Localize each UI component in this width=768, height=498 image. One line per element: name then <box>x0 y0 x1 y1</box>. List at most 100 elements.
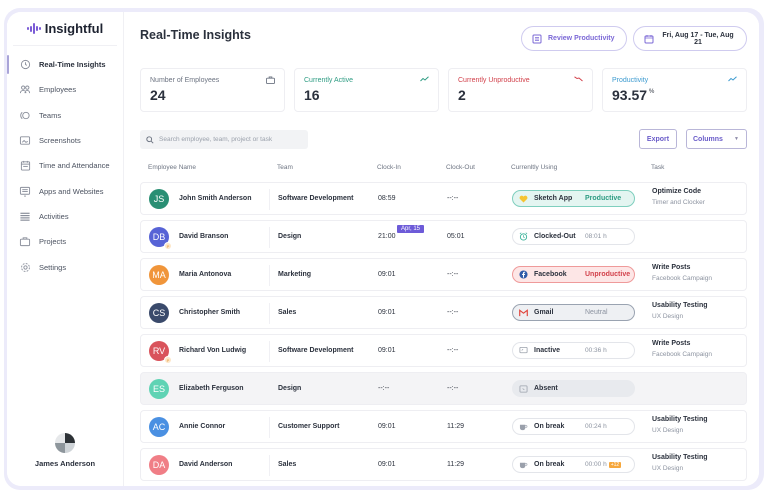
clock-in-cell: 08:59 <box>378 195 396 202</box>
avatar: DB P <box>149 227 172 250</box>
column-header-clock-out[interactable]: Clock-Out <box>446 164 475 171</box>
clock-in-cell: 21:00 <box>378 233 396 240</box>
status-name: On break <box>534 423 565 430</box>
employee-name[interactable]: Annie Connor <box>179 423 226 430</box>
avatar-badge: P <box>164 242 172 250</box>
column-header-team[interactable]: Team <box>277 164 293 171</box>
sidebar-item-teams[interactable]: Teams <box>7 103 123 128</box>
task-title: Usability Testing <box>652 416 708 423</box>
sidebar-item-projects[interactable]: Projects <box>7 229 123 254</box>
employee-name[interactable]: David Branson <box>179 233 229 240</box>
status-pill[interactable]: Absent <box>512 380 635 397</box>
stat-value: 2 <box>458 87 583 103</box>
review-productivity-label: Review Productivity <box>548 35 615 42</box>
user-name: James Anderson <box>34 459 96 468</box>
column-header-clock-in[interactable]: Clock-In <box>377 164 401 171</box>
export-button[interactable]: Export <box>639 129 677 149</box>
stat-card-productivity[interactable]: Productivity 93.57% <box>602 68 747 112</box>
sidebar-item-screenshots[interactable]: Screenshots <box>7 128 123 153</box>
inactive-icon <box>519 346 528 355</box>
stat-card-currently-active[interactable]: Currently Active 16 <box>294 68 439 112</box>
employees-icon <box>19 84 31 96</box>
employee-name[interactable]: David Anderson <box>179 461 233 468</box>
date-range-picker[interactable]: Fri, Aug 17 - Tue, Aug 21 <box>633 26 747 51</box>
status-pill[interactable]: On break 00:00 h +12 <box>512 456 635 473</box>
screenshots-icon <box>19 135 31 147</box>
columns-dropdown[interactable]: Columns ▼ <box>686 129 747 149</box>
stat-unit: % <box>649 89 655 95</box>
status-time: 00:00 h +12 <box>585 461 622 468</box>
clock-icon <box>19 59 31 71</box>
sidebar-item-settings[interactable]: Settings <box>7 254 123 279</box>
column-header-currently-using[interactable]: Currenltly Using <box>511 164 558 171</box>
avatar-initials: ES <box>152 384 165 394</box>
table-row[interactable]: DB P David Branson Design 21:00 Apr, 15 0… <box>140 220 747 253</box>
sidebar-item-apps-and-websites[interactable]: Apps and Websites <box>7 178 123 203</box>
stat-number: 24 <box>150 87 166 103</box>
employee-name[interactable]: Maria Antonova <box>179 271 232 278</box>
status-pill[interactable]: On break 00:24 h <box>512 418 635 435</box>
column-header-task[interactable]: Task <box>651 164 665 171</box>
column-header-employee[interactable]: Employee Name <box>148 164 197 171</box>
chevron-down-icon: ▼ <box>734 136 739 142</box>
sidebar-item-label: Apps and Websites <box>39 186 104 196</box>
status-pill[interactable]: Facebook Unproductive <box>512 266 635 283</box>
avatar: AC <box>149 417 169 437</box>
sidebar-item-real-time-insights[interactable]: Real-Time Insights <box>7 52 123 77</box>
user-profile[interactable]: James Anderson <box>7 433 123 468</box>
table-row[interactable]: RV P Richard Von Ludwig Software Developm… <box>140 334 747 367</box>
employee-name[interactable]: Elizabeth Ferguson <box>179 385 244 392</box>
status-name: Absent <box>534 385 558 392</box>
sidebar-item-time-and-attendance[interactable]: Time and Attendance <box>7 153 123 178</box>
table-row[interactable]: MA Maria Antonova Marketing 09:01 --:-- … <box>140 258 747 291</box>
search-box[interactable] <box>140 130 308 149</box>
employee-name[interactable]: John Smith Anderson <box>179 195 252 202</box>
status-state: Neutral <box>585 309 608 316</box>
table-row[interactable]: AC Annie Connor Customer Support 09:01 1… <box>140 410 747 443</box>
avatar <box>55 433 75 453</box>
gmail-icon <box>519 308 528 317</box>
sidebar-item-label: Time and Attendance <box>39 161 110 171</box>
stat-card-number-of-employees[interactable]: Number of Employees 24 <box>140 68 285 112</box>
sidebar-item-label: Settings <box>39 262 67 272</box>
stat-card-currently-unproductive[interactable]: Currently Unproductive 2 <box>448 68 593 112</box>
report-icon <box>532 34 542 44</box>
briefcase-icon <box>19 236 31 248</box>
clock-in-cell: 09:01 <box>378 461 396 468</box>
column-divider <box>269 455 270 476</box>
status-pill[interactable]: Gmail Neutral <box>512 304 635 321</box>
calendar-icon <box>644 34 654 44</box>
employee-name[interactable]: Richard Von Ludwig <box>179 347 247 354</box>
status-pill[interactable]: Sketch App Productive <box>512 190 635 207</box>
column-divider <box>269 417 270 438</box>
sidebar-item-activities[interactable]: Activities <box>7 204 123 229</box>
avatar-initials: RV <box>152 346 166 356</box>
status-duration: 08:01 h <box>585 233 607 240</box>
status-duration: 00:24 h <box>585 423 607 430</box>
sidebar-item-employees[interactable]: Employees <box>7 77 123 102</box>
search-input[interactable] <box>159 136 299 143</box>
task-title: Usability Testing <box>652 302 708 309</box>
team-cell: Software Development <box>278 195 354 202</box>
task-project: UX Design <box>652 313 684 320</box>
date-range-label: Fri, Aug 17 - Tue, Aug 21 <box>662 31 734 46</box>
column-divider <box>269 189 270 210</box>
clock-out-cell: --:-- <box>447 347 459 354</box>
table-row[interactable]: CS Christopher Smith Sales 09:01 --:-- G… <box>140 296 747 329</box>
status-pill[interactable]: Inactive 00:36 h <box>512 342 635 359</box>
status-time: 00:36 h <box>585 347 607 354</box>
table-row[interactable]: JS John Smith Anderson Software Developm… <box>140 182 747 215</box>
date-tag: Apr, 15 <box>397 225 425 233</box>
review-productivity-button[interactable]: Review Productivity <box>521 26 627 51</box>
stat-value: 93.57% <box>612 87 737 103</box>
table-row[interactable]: DA David Anderson Sales 09:01 11:29 On b… <box>140 448 747 481</box>
status-pill[interactable]: Clocked-Out 08:01 h <box>512 228 635 245</box>
logo[interactable]: Insightful <box>13 12 117 46</box>
avatar: MA <box>149 265 169 285</box>
table-row[interactable]: ES Elizabeth Ferguson Design --:-- --:--… <box>140 372 747 405</box>
avatar-badge: P <box>164 356 172 364</box>
avatar: DA <box>149 455 169 475</box>
task-project: Facebook Campaign <box>652 275 712 282</box>
task-cell: Optimize Code Timer and Clocker <box>652 188 705 206</box>
employee-name[interactable]: Christopher Smith <box>179 309 241 316</box>
